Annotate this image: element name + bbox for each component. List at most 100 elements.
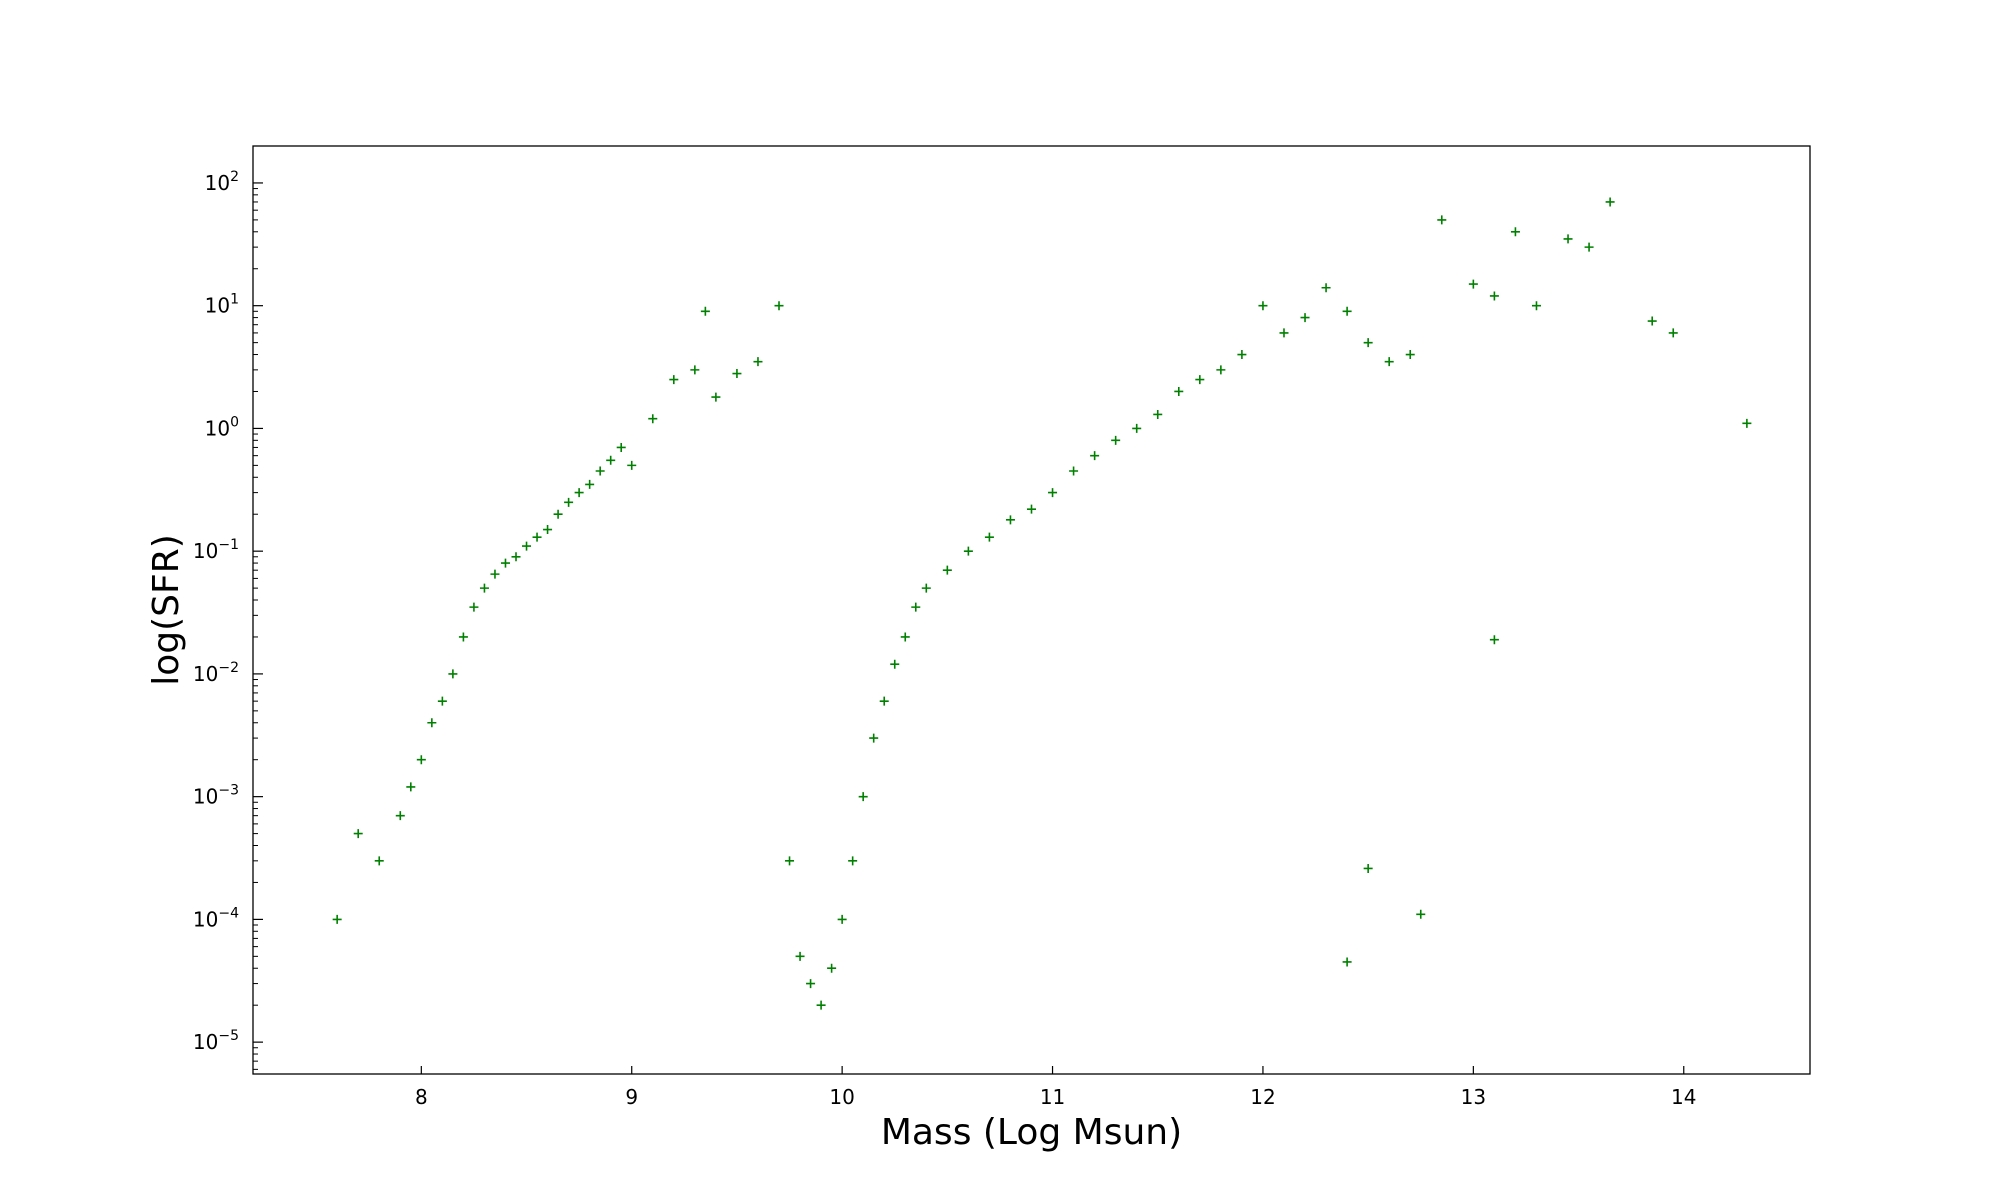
scatter-point [406,782,416,792]
scatter-point [627,460,637,470]
axis-ticks [253,145,1685,1074]
y-axis-label: log(SFR) [146,534,187,686]
scatter-point [1563,234,1573,244]
x-tick-label: 8 [415,1085,428,1109]
scatter-point [616,442,626,452]
scatter-point [1584,242,1594,252]
y-tick-label: 100 [205,414,239,440]
scatter-point [848,856,858,866]
y-tick-label: 10−3 [193,783,239,809]
scatter-point [858,792,868,802]
scatter-point [1342,306,1352,316]
scatter-point [785,856,795,866]
scatter-point [732,369,742,379]
scatter-point [1195,375,1205,385]
scatter-point [353,829,363,839]
scatter-point [942,565,952,575]
scatter-point [1416,909,1426,919]
scatter-point [1174,386,1184,396]
scatter-point [543,525,553,535]
scatter-point [479,583,489,593]
x-tick-label: 9 [625,1085,638,1109]
scatter-point [827,963,837,973]
scatter-point [1005,515,1015,525]
scatter-point [1531,301,1541,311]
scatter-point [427,718,437,728]
scatter-point [1437,215,1447,225]
scatter-point [1279,328,1289,338]
scatter-point [1111,435,1121,445]
scatter-point [1742,418,1752,428]
x-tick-label: 12 [1250,1085,1275,1109]
scatter-point [395,811,405,821]
x-tick-label: 11 [1040,1085,1065,1109]
scatter-point [963,546,973,556]
scatter-point [1489,291,1499,301]
scatter-point [490,569,500,579]
scatter-point [1300,313,1310,323]
y-tick-label: 10−1 [193,537,239,563]
scatter-point [711,392,721,402]
scatter-point [1363,863,1373,873]
plot-frame [252,145,1811,1075]
scatter-point [1069,466,1079,476]
scatter-point [374,856,384,866]
scatter-point [1510,227,1520,237]
scatter-point [585,479,595,489]
scatter-point [911,602,921,612]
scatter-point [595,466,605,476]
scatter-point [1090,451,1100,461]
scatter-point [774,301,784,311]
scatter-point [648,414,658,424]
tick-labels: 8 9 10 11 12 13 14 10−5 10−4 10−3 10−2 10−1 100 101 10… [193,169,1697,1109]
scatter-point [606,455,616,465]
y-tick-label: 102 [205,169,239,195]
scatter-point [879,696,889,706]
scatter-point [1132,423,1142,433]
scatter-point [522,541,532,551]
scatter-point [1258,301,1268,311]
scatter-point [1321,283,1331,293]
scatter-point [1048,488,1058,498]
scatter-point [1363,338,1373,348]
scatter-point [816,1000,826,1010]
scatter-point [1342,957,1352,967]
scatter-point [900,632,910,642]
scatter-point [1468,279,1478,289]
y-tick-label: 101 [205,292,239,318]
scatter-point [1153,409,1163,419]
scatter-point [1605,197,1615,207]
x-tick-label: 14 [1671,1085,1696,1109]
scatter-point [669,375,679,385]
scatter-point [469,602,479,612]
scatter-point [869,733,879,743]
scatter-point [511,552,521,562]
scatter-point [921,583,931,593]
scatter-point [700,306,710,316]
scatter-point [837,914,847,924]
scatter-point [1668,328,1678,338]
scatter-point [448,669,458,679]
scatter-point [564,497,574,507]
y-tick-label: 10−2 [193,660,239,686]
scatter-point [690,365,700,375]
scatter-point [416,755,426,765]
scatter-point [553,509,563,519]
scatter-point [806,979,816,989]
x-tick-label: 10 [829,1085,854,1109]
scatter-point [795,951,805,961]
scatter-point [1405,350,1415,360]
scatter-point [753,357,763,367]
scatter-point [1647,316,1657,326]
scatter-point [437,696,447,706]
x-axis-label: Mass (Log Msun) [881,1112,1182,1153]
scatter-point [984,532,994,542]
scatter-point [890,659,900,669]
scatter-point [532,532,542,542]
scatter-point [1489,635,1499,645]
scatter-point [500,558,510,568]
x-tick-label: 13 [1461,1085,1486,1109]
y-tick-label: 10−4 [193,905,239,931]
scatter-point [332,914,342,924]
